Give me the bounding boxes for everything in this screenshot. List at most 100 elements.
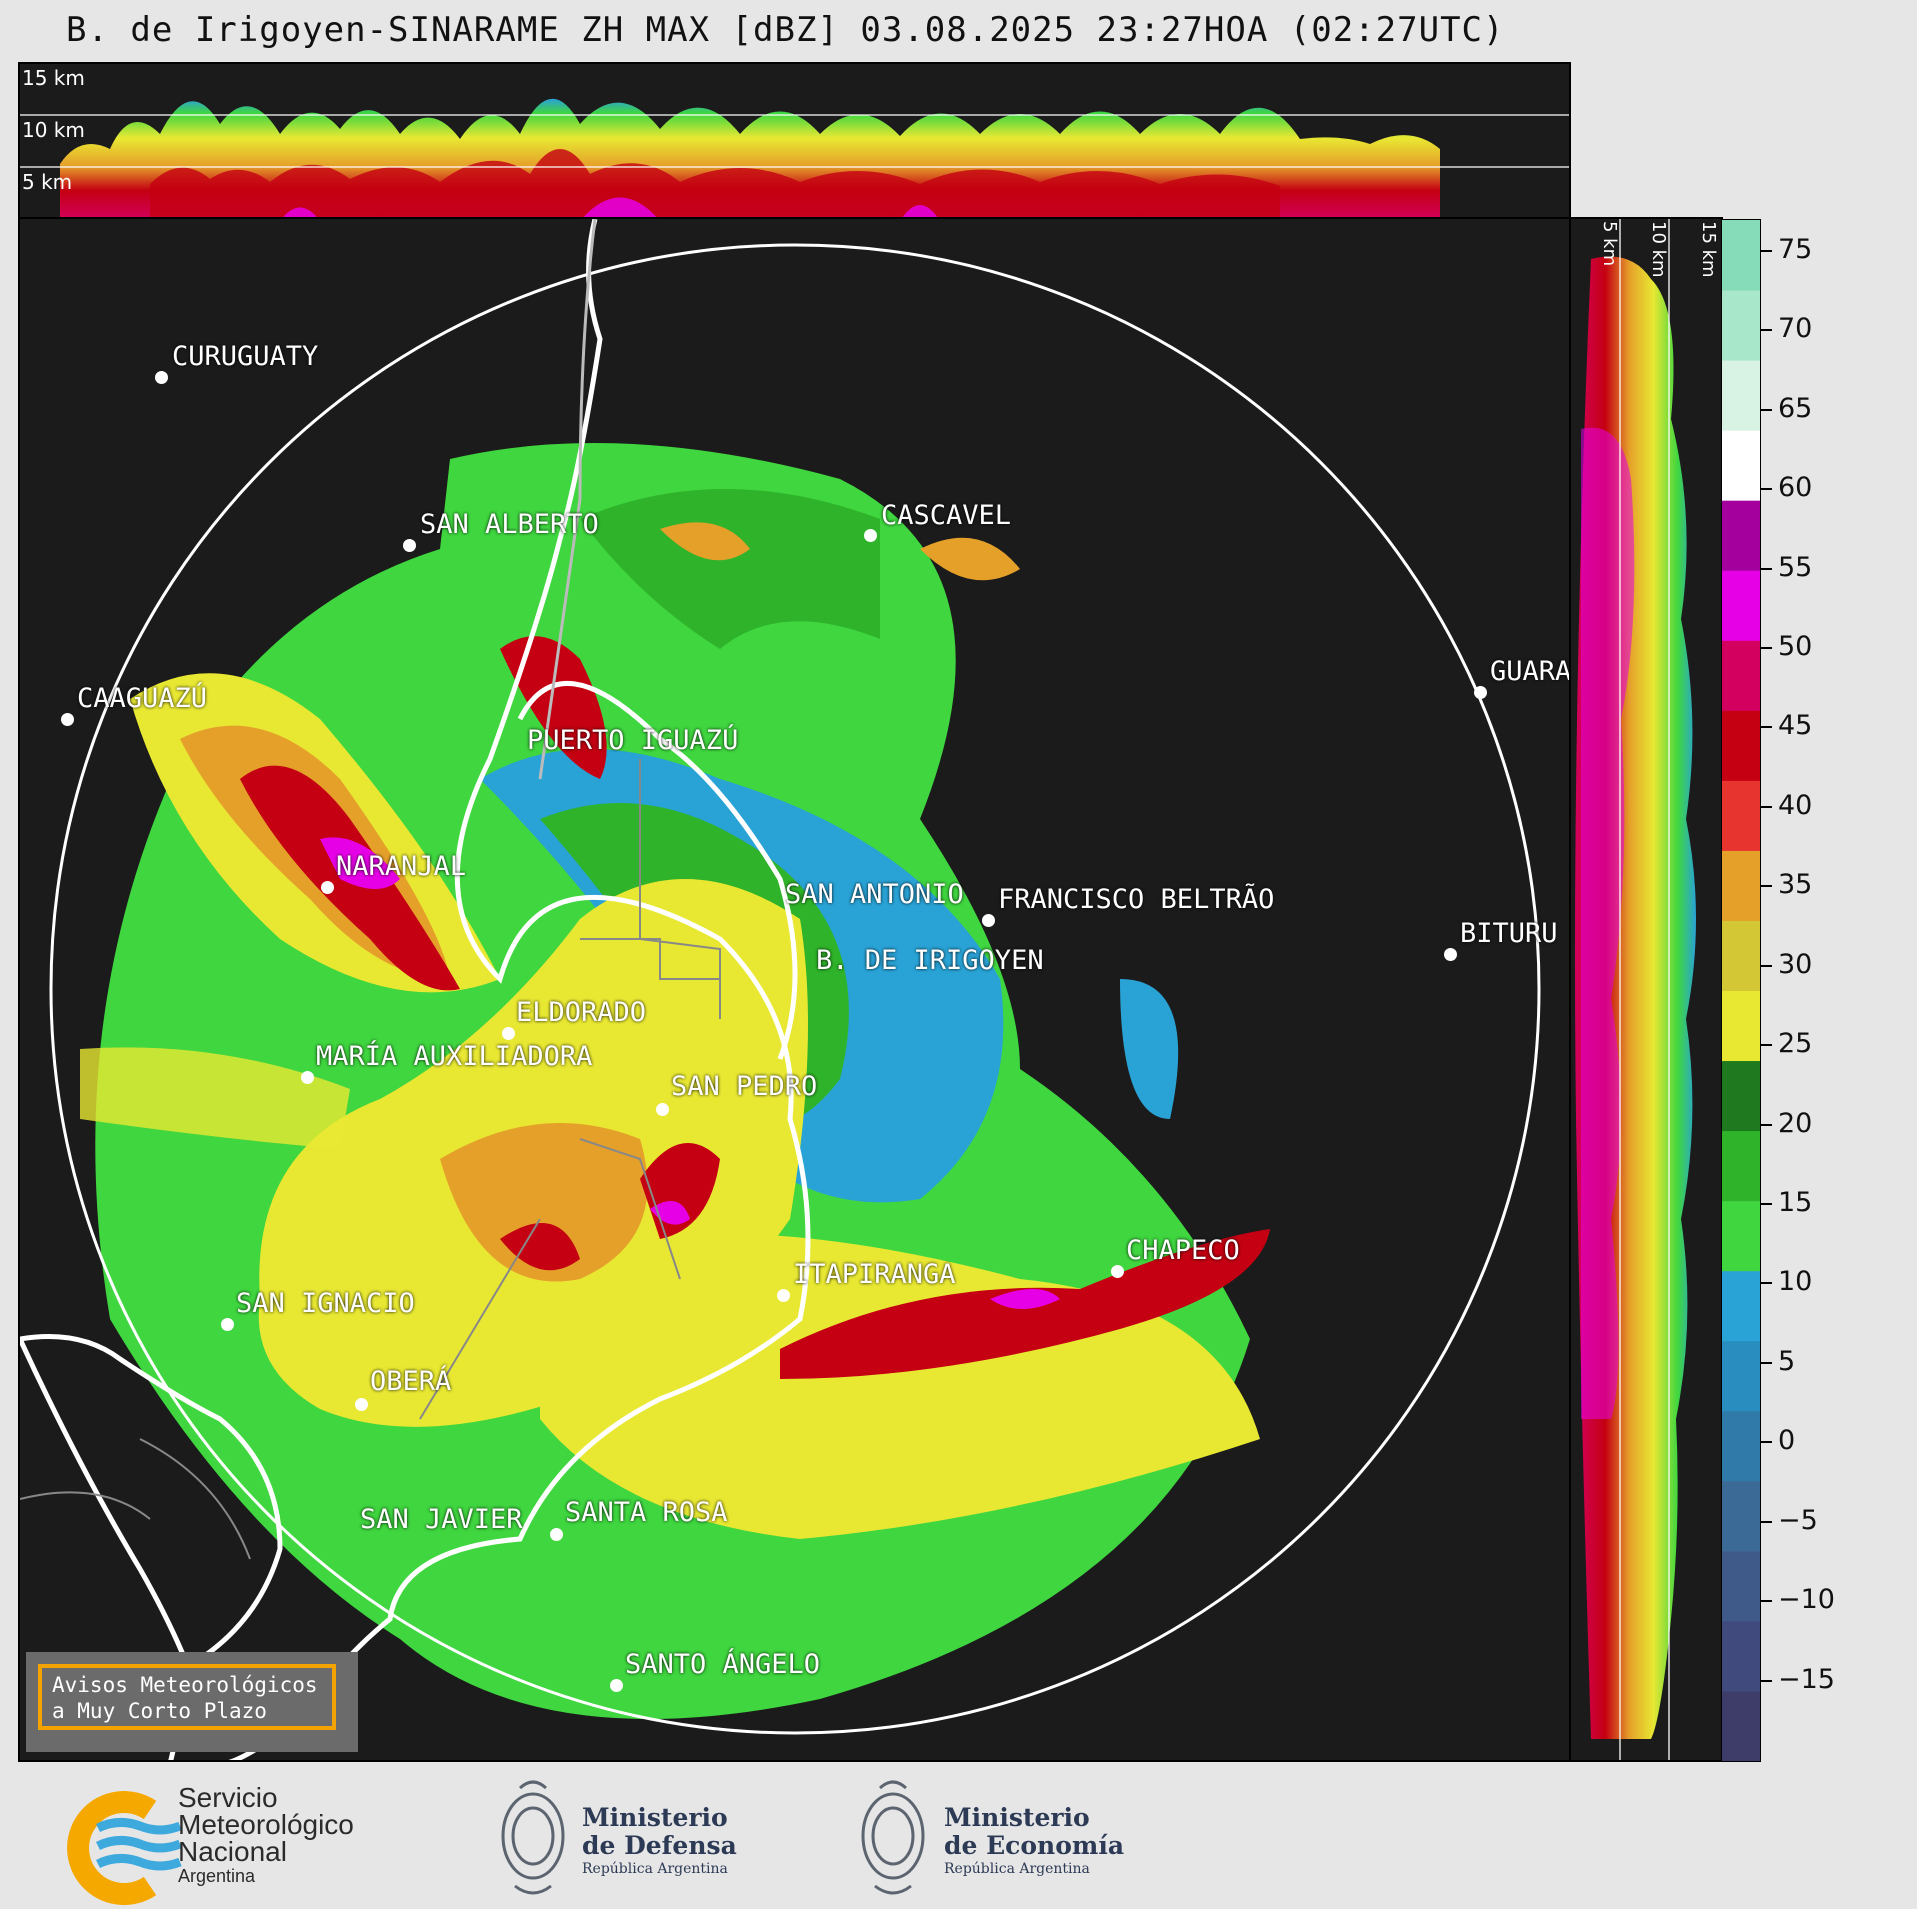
side-15km-label: 15 km bbox=[1698, 221, 1719, 278]
side-5km-label: 5 km bbox=[1599, 221, 1620, 267]
dbz-colorbar bbox=[1721, 219, 1761, 1762]
colorbar-tick-label: 60 bbox=[1778, 472, 1813, 504]
city-dot bbox=[221, 1318, 234, 1331]
city-label-san-pedro: SAN PEDRO bbox=[671, 1071, 818, 1102]
colorbar-segment bbox=[1722, 990, 1760, 1062]
colorbar-segment bbox=[1722, 570, 1760, 641]
city-dot bbox=[155, 371, 168, 384]
colorbar-tick-label: 65 bbox=[1778, 392, 1813, 424]
colorbar-tick-label: 75 bbox=[1778, 233, 1813, 265]
colorbar-segment bbox=[1722, 500, 1760, 571]
city-dot bbox=[301, 1071, 314, 1084]
colorbar-tick-label: 5 bbox=[1778, 1345, 1796, 1377]
economia-line-1: Ministerio bbox=[944, 1803, 1090, 1832]
colorbar-tick-mark bbox=[1760, 1202, 1772, 1205]
colorbar-tick-mark bbox=[1760, 646, 1772, 649]
colorbar-tick-label: 15 bbox=[1778, 1186, 1813, 1218]
city-label-eldorado: ELDORADO bbox=[516, 997, 647, 1028]
colorbar-tick-label: 25 bbox=[1778, 1028, 1813, 1060]
top-5km-label: 5 km bbox=[22, 170, 73, 194]
side-10km-label: 10 km bbox=[1648, 221, 1669, 278]
colorbar-segment bbox=[1722, 430, 1760, 501]
city-label-santo-angelo: SANTO ÁNGELO bbox=[625, 1649, 821, 1680]
city-label-bituru: BITURU bbox=[1460, 918, 1558, 949]
colorbar-tick-label: −15 bbox=[1778, 1663, 1835, 1695]
colorbar-tick-mark bbox=[1760, 567, 1772, 570]
city-dot bbox=[777, 1289, 790, 1302]
smn-logo-text: Servicio Meteorológico Nacional Argentin… bbox=[178, 1784, 354, 1887]
city-dot bbox=[610, 1679, 623, 1692]
side-height-profile-panel: 5 km 10 km 15 km bbox=[1569, 217, 1723, 1762]
defensa-logo-text: Ministerio de Defensa República Argentin… bbox=[582, 1804, 737, 1878]
colorbar-tick-mark bbox=[1760, 726, 1772, 729]
colorbar-tick-label: 40 bbox=[1778, 789, 1813, 821]
colorbar-segment bbox=[1722, 1340, 1760, 1412]
top-10km-label: 10 km bbox=[22, 118, 85, 142]
smn-logo-icon bbox=[67, 1791, 182, 1905]
colorbar-segment bbox=[1722, 1550, 1760, 1622]
city-dot bbox=[1111, 1265, 1124, 1278]
colorbar-tick-mark bbox=[1760, 1282, 1772, 1285]
smn-line-4: Argentina bbox=[178, 1866, 256, 1886]
colorbar-tick-label: 50 bbox=[1778, 630, 1813, 662]
colorbar-segment bbox=[1722, 1060, 1760, 1132]
city-dot bbox=[355, 1398, 368, 1411]
colorbar-tick-mark bbox=[1760, 885, 1772, 888]
colorbar-segment bbox=[1722, 850, 1760, 921]
city-dot bbox=[61, 713, 74, 726]
warning-box-frame: Avisos Meteorológicos a Muy Corto Plazo bbox=[38, 1664, 336, 1730]
colorbar-segment bbox=[1722, 1690, 1760, 1761]
colorbar-tick-mark bbox=[1760, 408, 1772, 411]
colorbar-tick-label: −5 bbox=[1778, 1504, 1818, 1536]
colorbar-segment bbox=[1722, 1200, 1760, 1272]
city-label-san-ignacio: SAN IGNACIO bbox=[236, 1288, 415, 1319]
colorbar-segment bbox=[1722, 640, 1760, 711]
colorbar-tick-mark bbox=[1760, 1361, 1772, 1364]
radar-map-panel: CURUGUATY SAN ALBERTO CASCAVEL CAAGUAZÚ … bbox=[18, 217, 1571, 1762]
colorbar-tick-label: −10 bbox=[1778, 1584, 1835, 1616]
colorbar-segment bbox=[1722, 1410, 1760, 1482]
city-dot bbox=[321, 881, 334, 894]
colorbar-tick-label: 45 bbox=[1778, 710, 1813, 742]
colorbar-tick-mark bbox=[1760, 1600, 1772, 1603]
city-label-chapeco: CHAPECO bbox=[1126, 1235, 1240, 1266]
city-label-san-alberto: SAN ALBERTO bbox=[420, 509, 599, 540]
colorbar-segment bbox=[1722, 360, 1760, 431]
economia-shield-icon bbox=[861, 1780, 925, 1895]
city-dot bbox=[982, 914, 995, 927]
product-title: B. de Irigoyen-SINARAME ZH MAX [dBZ] 03.… bbox=[66, 10, 1505, 50]
city-label-santa-rosa: SANTA ROSA bbox=[565, 1497, 728, 1528]
side-height-profile bbox=[1575, 219, 1696, 1760]
colorbar-segment bbox=[1722, 1270, 1760, 1342]
colorbar-tick-label: 70 bbox=[1778, 313, 1813, 345]
city-label-maria-auxiliadora: MARÍA AUXILIADORA bbox=[316, 1041, 593, 1072]
top-15km-label: 15 km bbox=[22, 66, 85, 90]
economia-line-3: República Argentina bbox=[944, 1861, 1090, 1877]
colorbar-tick-mark bbox=[1760, 1044, 1772, 1047]
colorbar-tick-label: 30 bbox=[1778, 948, 1813, 980]
city-dot bbox=[1444, 948, 1457, 961]
colorbar-tick-label: 10 bbox=[1778, 1266, 1813, 1298]
colorbar-segment bbox=[1722, 1620, 1760, 1692]
city-label-puerto-iguazu: PUERTO IGUAZÚ bbox=[527, 725, 739, 756]
colorbar-tick-mark bbox=[1760, 1441, 1772, 1444]
top-height-profile-panel: 15 km 10 km 5 km bbox=[18, 62, 1571, 219]
smn-line-2: Meteorológico bbox=[178, 1809, 354, 1840]
colorbar-segment bbox=[1722, 220, 1760, 291]
colorbar-tick-label: 35 bbox=[1778, 869, 1813, 901]
city-label-itapiranga: ITAPIRANGA bbox=[793, 1259, 956, 1290]
city-label-francisco-beltrao: FRANCISCO BELTRÃO bbox=[998, 884, 1275, 915]
colorbar-tick-mark bbox=[1760, 1123, 1772, 1126]
colorbar-tick-label: 20 bbox=[1778, 1107, 1813, 1139]
warning-box[interactable]: Avisos Meteorológicos a Muy Corto Plazo bbox=[26, 1652, 358, 1752]
colorbar-tick-label: 0 bbox=[1778, 1425, 1796, 1457]
city-dot bbox=[550, 1528, 563, 1541]
defensa-line-2: de Defensa bbox=[582, 1831, 737, 1860]
colorbar-tick-mark bbox=[1760, 249, 1772, 252]
city-label-b-de-irigoyen: B. DE IRIGOYEN bbox=[816, 945, 1044, 976]
city-dot bbox=[502, 1027, 515, 1040]
warning-line-1: Avisos Meteorológicos bbox=[52, 1673, 318, 1697]
defensa-shield-icon bbox=[501, 1780, 565, 1895]
radar-map bbox=[20, 219, 1541, 1760]
city-label-san-antonio: SAN ANTONIO bbox=[785, 879, 964, 910]
